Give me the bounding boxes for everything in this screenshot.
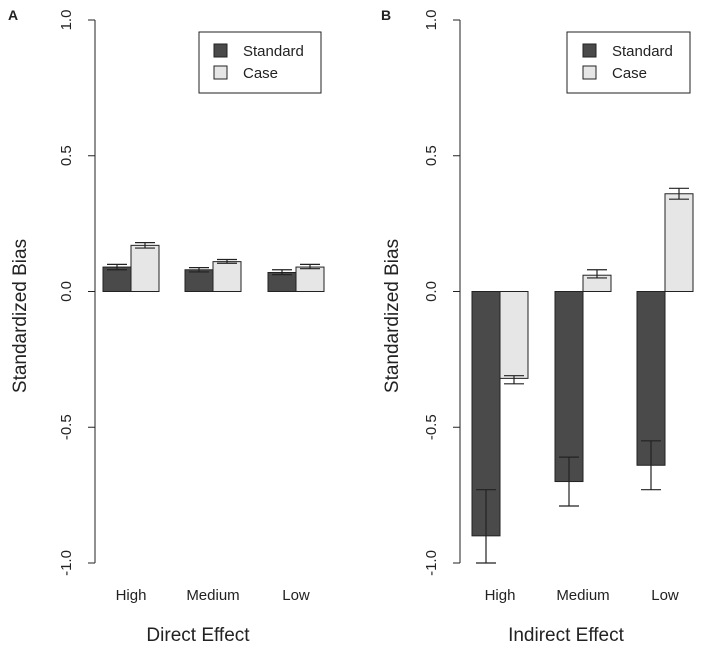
- panel-b-legend-swatch-standard: [582, 43, 597, 58]
- y-tick-label: 1.0: [423, 10, 440, 31]
- panel-a-x-axis-label: Direct Effect: [146, 625, 250, 646]
- panel-b-bars: [471, 187, 694, 564]
- y-tick-label: -0.5: [423, 414, 440, 440]
- bar-standard-medium: [184, 269, 214, 292]
- bar-case-medium: [212, 261, 242, 293]
- y-tick-label: 1.0: [58, 10, 75, 31]
- panel-a-y-axis-label: Standardized Bias: [10, 239, 31, 393]
- y-tick-label: -1.0: [58, 550, 75, 576]
- panel-b-legend-box: [566, 31, 691, 94]
- panel-b-y-ticks: -1.0 -0.5 0.0 0.5 1.0: [423, 10, 460, 576]
- bar-standard-low: [267, 271, 297, 292]
- panel-b-legend-swatch-case: [582, 65, 597, 80]
- panel-a-bars: [102, 242, 325, 293]
- bar-case-high: [130, 244, 160, 292]
- panel-a-legend: Standard Case: [198, 31, 322, 94]
- x-tick-label-low: Low: [282, 587, 310, 604]
- panel-a-legend-box: [198, 31, 322, 94]
- y-tick-label: -1.0: [423, 550, 440, 576]
- panel-a-label: A: [8, 7, 18, 23]
- panel-a-legend-swatch-case: [213, 65, 228, 80]
- x-tick-label-medium: Medium: [556, 587, 609, 604]
- panel-b-y-axis-label: Standardized Bias: [382, 239, 403, 393]
- panel-b-legend-label-case: Case: [612, 65, 647, 82]
- y-tick-label: 0.5: [423, 145, 440, 166]
- x-tick-label-medium: Medium: [186, 587, 239, 604]
- y-tick-label: -0.5: [58, 414, 75, 440]
- bar-standard-low: [636, 291, 666, 466]
- bar-standard-high: [471, 291, 501, 537]
- y-tick-label: 0.5: [58, 145, 75, 166]
- panel-a-legend-label-case: Case: [243, 65, 278, 82]
- bar-case-low: [295, 266, 325, 293]
- y-tick-label: 0.0: [58, 281, 75, 302]
- panel-a-legend-swatch-standard: [213, 43, 228, 58]
- bar-case-high: [499, 291, 529, 379]
- panel-a-legend-label-standard: Standard: [243, 43, 304, 60]
- bar-standard-high: [102, 266, 132, 293]
- panel-a-y-ticks: -1.0 -0.5 0.0 0.5 1.0: [58, 10, 95, 576]
- panel-b-label: B: [381, 7, 391, 23]
- x-tick-label-high: High: [485, 587, 516, 604]
- x-tick-label-high: High: [116, 587, 147, 604]
- x-tick-label-low: Low: [651, 587, 679, 604]
- panel-b-legend-label-standard: Standard: [612, 43, 673, 60]
- bar-case-low: [664, 193, 694, 292]
- bar-standard-medium: [554, 291, 584, 483]
- panel-b-x-tick-labels: High Medium Low: [485, 587, 679, 604]
- panel-b-x-axis-label: Indirect Effect: [508, 625, 625, 646]
- panel-a-x-tick-labels: High Medium Low: [116, 587, 310, 604]
- panel-b-legend: Standard Case: [566, 31, 691, 94]
- panel-b: B -1.0 -0.5 0.0 0.5 1.0 Standardized Bias Hi…: [381, 7, 694, 646]
- panel-a: A -1.0 -0.5 0.0 0.5 1.0 Standardized Bias Hi…: [8, 7, 325, 646]
- y-tick-label: 0.0: [423, 281, 440, 302]
